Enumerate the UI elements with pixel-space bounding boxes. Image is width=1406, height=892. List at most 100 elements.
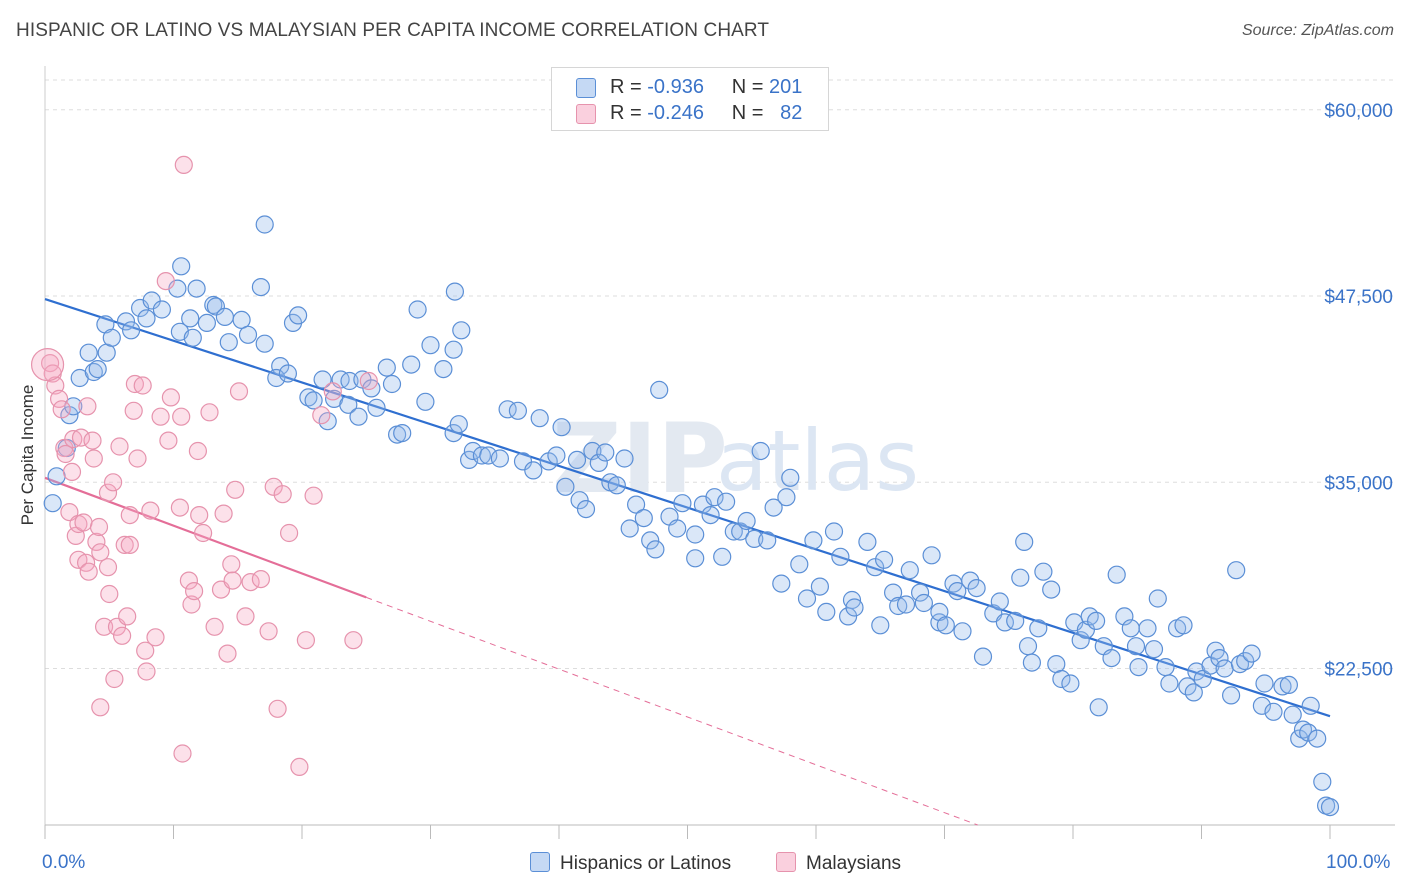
point-hispanic bbox=[444, 424, 463, 443]
point-hispanic bbox=[615, 449, 634, 468]
point-malaysian bbox=[359, 371, 378, 391]
point-hispanic bbox=[1011, 568, 1030, 587]
point-hispanic bbox=[1255, 674, 1274, 693]
point-malaysian bbox=[159, 431, 178, 450]
axes bbox=[44, 66, 1395, 839]
point-hispanic bbox=[1052, 669, 1071, 689]
point-hispanic bbox=[1126, 637, 1146, 656]
point-hispanic bbox=[1042, 580, 1061, 599]
r-value: -0.936 bbox=[647, 76, 704, 98]
point-malaysian bbox=[91, 698, 110, 717]
point-hispanic bbox=[206, 297, 225, 316]
point-malaysian bbox=[83, 431, 102, 450]
point-hispanic bbox=[922, 546, 941, 565]
point-malaysian bbox=[188, 441, 207, 461]
trend-line-hispanic bbox=[44, 297, 1331, 718]
point-hispanic bbox=[304, 391, 323, 410]
point-hispanic bbox=[781, 468, 800, 487]
point-malaysian bbox=[87, 532, 106, 552]
point-hispanic bbox=[556, 477, 575, 496]
point-malaysian bbox=[161, 388, 180, 407]
point-malaysian bbox=[64, 430, 83, 449]
point-hispanic bbox=[1184, 683, 1203, 702]
point-malaysian bbox=[179, 571, 198, 590]
point-hispanic bbox=[445, 282, 464, 301]
point-hispanic bbox=[1290, 729, 1309, 748]
point-hispanic bbox=[434, 360, 453, 379]
y-tick-labels: $22,500 $35,000 $47,500 $60,000 bbox=[1324, 101, 1393, 681]
point-malaysian bbox=[141, 501, 160, 520]
point-malaysian bbox=[98, 558, 118, 577]
point-hispanic bbox=[1107, 565, 1126, 584]
point-hispanic bbox=[187, 279, 206, 298]
point-hispanic bbox=[299, 388, 318, 407]
x-tick-label-min: 0.0% bbox=[42, 852, 86, 873]
point-malaysian bbox=[79, 562, 98, 581]
point-malaysian bbox=[222, 555, 241, 574]
trend-line-malaysian-extension bbox=[366, 596, 978, 826]
point-hispanic bbox=[267, 368, 286, 388]
point-hispanic bbox=[790, 555, 809, 574]
point-hispanic bbox=[576, 500, 596, 519]
point-malaysian bbox=[273, 485, 292, 504]
r-label: R = bbox=[610, 102, 642, 124]
point-hispanic bbox=[1193, 669, 1212, 689]
y-tick-label: $22,500 bbox=[1324, 660, 1393, 681]
point-malaysian bbox=[66, 526, 85, 546]
point-hispanic bbox=[1006, 611, 1025, 631]
point-hispanic bbox=[824, 522, 844, 541]
point-malaysian bbox=[156, 272, 175, 291]
legend-swatch-pink bbox=[776, 852, 796, 872]
point-hispanic bbox=[313, 370, 332, 389]
point-hispanic bbox=[238, 325, 258, 344]
point-hispanic bbox=[936, 616, 955, 635]
y-tick-label: $60,000 bbox=[1324, 101, 1393, 122]
point-hispanic bbox=[255, 334, 274, 353]
point-malaysian bbox=[118, 607, 137, 626]
point-malaysian bbox=[241, 572, 260, 592]
point-hispanic bbox=[142, 291, 161, 310]
y-tick-label: $35,000 bbox=[1324, 473, 1393, 494]
point-hispanic bbox=[421, 336, 440, 355]
point-hispanic bbox=[219, 333, 238, 352]
point-hispanic bbox=[1144, 640, 1164, 659]
point-hispanic bbox=[251, 278, 270, 297]
point-malaysian bbox=[78, 397, 97, 416]
point-hispanic bbox=[831, 547, 850, 566]
point-hispanic bbox=[1156, 657, 1175, 677]
point-hispanic bbox=[152, 300, 171, 319]
point-hispanic bbox=[339, 395, 358, 414]
point-hispanic bbox=[1264, 702, 1283, 721]
legend-swatch-pink bbox=[576, 104, 596, 124]
point-hispanic bbox=[1313, 772, 1332, 791]
point-hispanic bbox=[79, 343, 98, 362]
point-hispanic bbox=[758, 531, 777, 550]
point-malaysian bbox=[40, 354, 60, 373]
point-malaysian bbox=[182, 595, 201, 614]
point-hispanic bbox=[817, 602, 836, 622]
point-hispanic bbox=[1174, 616, 1193, 635]
point-hispanic bbox=[508, 401, 528, 420]
point-malaysian bbox=[251, 569, 270, 589]
point-malaysian bbox=[146, 628, 165, 647]
point-hispanic bbox=[452, 321, 471, 340]
point-malaysian bbox=[218, 644, 237, 663]
point-hispanic bbox=[1138, 619, 1157, 638]
point-hispanic bbox=[255, 215, 274, 234]
point-hispanic bbox=[874, 550, 894, 569]
point-malaysian bbox=[200, 403, 219, 422]
point-hispanic bbox=[377, 358, 396, 377]
point-malaysian bbox=[323, 382, 342, 401]
point-malaysian bbox=[105, 669, 124, 689]
point-hispanic bbox=[530, 409, 549, 428]
point-hispanic bbox=[1029, 619, 1048, 638]
point-hispanic bbox=[567, 450, 587, 469]
point-hispanic bbox=[871, 616, 890, 635]
point-hispanic bbox=[1018, 637, 1038, 656]
point-hispanic bbox=[883, 583, 903, 602]
point-hispanic bbox=[1273, 677, 1292, 696]
x-tick-label-max: 100.0% bbox=[1326, 852, 1391, 873]
point-hispanic bbox=[626, 495, 646, 514]
source-label: Source: ZipAtlas.com bbox=[1241, 22, 1394, 39]
point-malaysian bbox=[290, 757, 309, 777]
